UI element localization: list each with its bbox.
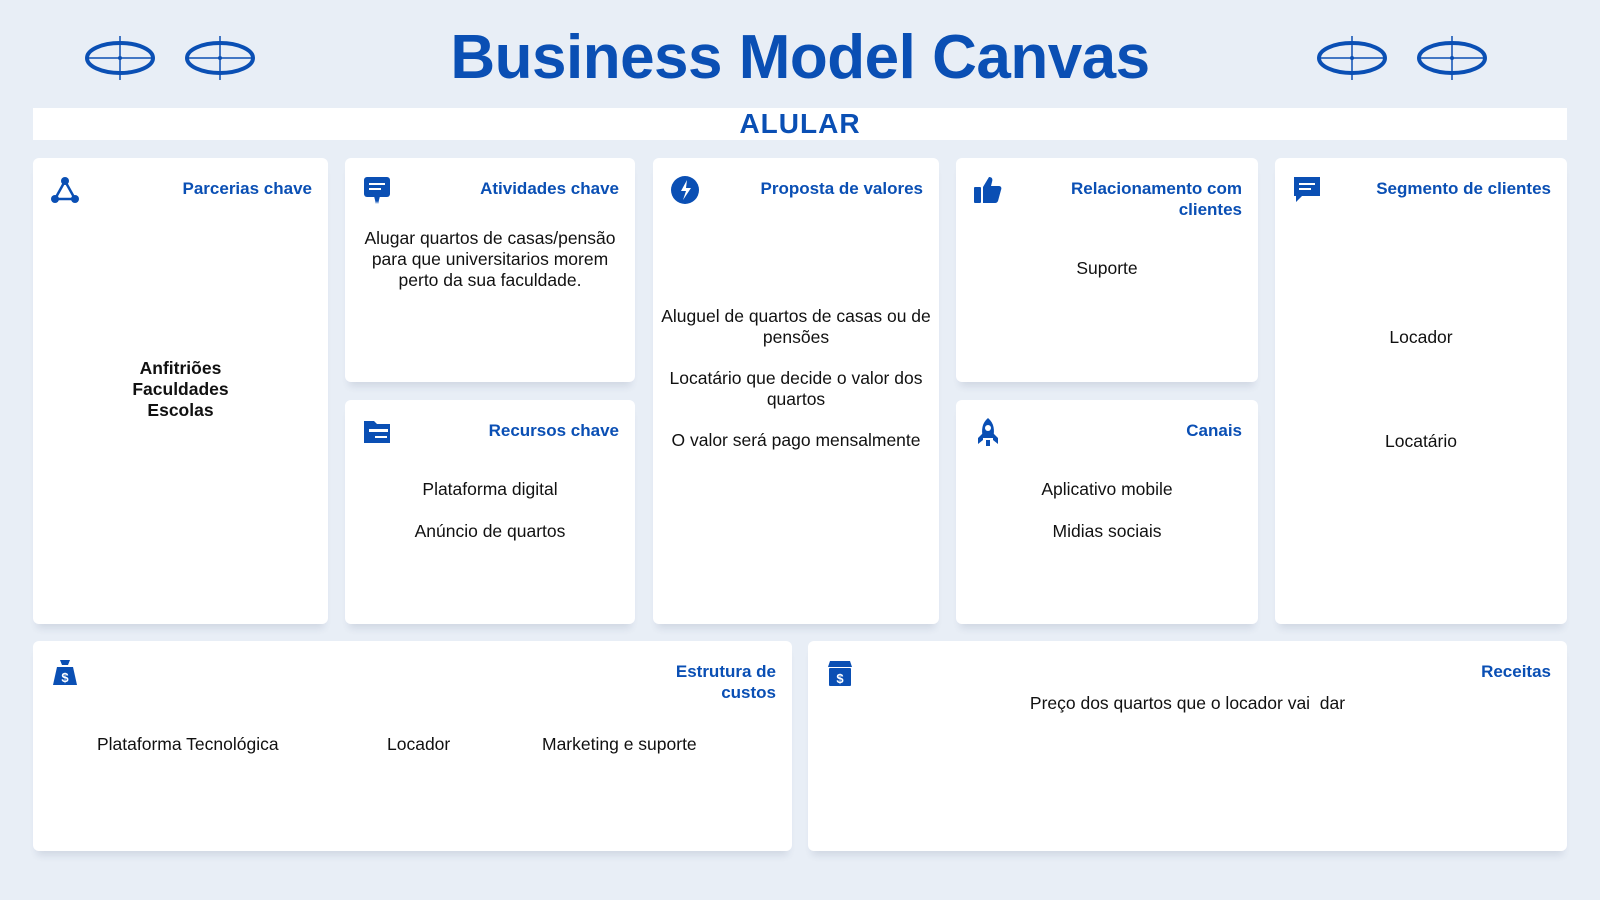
- cost-item: Locador: [387, 734, 451, 754]
- network-nodes-icon: [51, 177, 79, 203]
- partner-item: Escolas: [147, 400, 214, 420]
- partner-item: Anfitriões: [139, 358, 222, 378]
- orbit-ornament-icon: [1417, 36, 1487, 80]
- card-heading: Estrutura de custos: [675, 662, 776, 702]
- page-title: Business Model Canvas: [450, 23, 1150, 92]
- chat-bubble-icon: [1294, 177, 1320, 202]
- money-bag-icon: $: [53, 660, 77, 685]
- revenue-text: Preço dos quartos que o locador vai dar: [1029, 693, 1346, 713]
- card-customer-segments: Segmento de clientes Locador Locatário: [1275, 158, 1567, 624]
- company-name: ALULAR: [739, 108, 861, 139]
- gift-icon: [671, 176, 699, 204]
- cost-item: Marketing e suporte: [542, 734, 697, 754]
- resource-item: Plataforma digital: [422, 479, 558, 499]
- card-heading: Atividades chave: [480, 179, 619, 198]
- channel-item: Aplicativo mobile: [1041, 479, 1173, 499]
- folder-icon: [364, 421, 390, 443]
- card-channels: Canais Aplicativo mobile Midias sociais: [956, 400, 1258, 624]
- svg-text:$: $: [61, 670, 69, 685]
- card-customer-relationships: Relacionamento com clientes Suporte: [956, 158, 1258, 382]
- orbit-ornament-icon: [185, 36, 255, 80]
- card-value-proposition: Proposta de valores Aluguel de quartos d…: [653, 158, 939, 624]
- card-cost-structure: $ Estrutura de custos Plataforma Tecnoló…: [33, 641, 792, 851]
- channel-item: Midias sociais: [1052, 521, 1162, 541]
- activities-text: Alugar quartos de casas/pensão para que …: [364, 228, 616, 290]
- thumbs-up-icon: [974, 177, 1002, 203]
- resource-item: Anúncio de quartos: [414, 521, 566, 541]
- segment-item: Locatário: [1385, 431, 1457, 451]
- card-key-partners: Parcerias chave Anfitriões Faculdades Es…: [33, 158, 328, 624]
- value-item: Locatário que decide o valor dos quartos: [669, 368, 923, 409]
- cash-register-icon: $: [828, 661, 852, 686]
- orbit-ornament-icon: [1317, 36, 1387, 80]
- value-item: Aluguel de quartos de casas ou de pensõe…: [661, 306, 931, 347]
- subtitle-bar: ALULAR: [33, 108, 1567, 140]
- card-heading: Canais: [1186, 421, 1242, 440]
- rocket-icon: [978, 418, 998, 446]
- card-revenue-streams: $ Receitas Preço dos quartos que o locad…: [808, 641, 1567, 851]
- cost-item: Plataforma Tecnológica: [97, 734, 279, 754]
- orbit-ornament-icon: [85, 36, 155, 80]
- card-key-activities: Atividades chave Alugar quartos de casas…: [345, 158, 635, 382]
- relationship-item: Suporte: [1076, 258, 1138, 278]
- card-heading: Parcerias chave: [182, 179, 313, 198]
- value-item: O valor será pago mensalmente: [671, 430, 921, 450]
- card-heading: Relacionamento com clientes: [1071, 179, 1242, 219]
- card-heading: Segmento de clientes: [1376, 179, 1551, 198]
- card-heading: Recursos chave: [488, 421, 619, 440]
- card-key-resources: Recursos chave Plataforma digital Anúnci…: [345, 400, 635, 624]
- svg-text:$: $: [836, 671, 844, 686]
- segment-item: Locador: [1389, 327, 1453, 347]
- card-heading: Proposta de valores: [760, 179, 923, 198]
- certificate-icon: [364, 177, 390, 204]
- card-heading: Receitas: [1481, 662, 1551, 681]
- partner-item: Faculdades: [132, 379, 229, 399]
